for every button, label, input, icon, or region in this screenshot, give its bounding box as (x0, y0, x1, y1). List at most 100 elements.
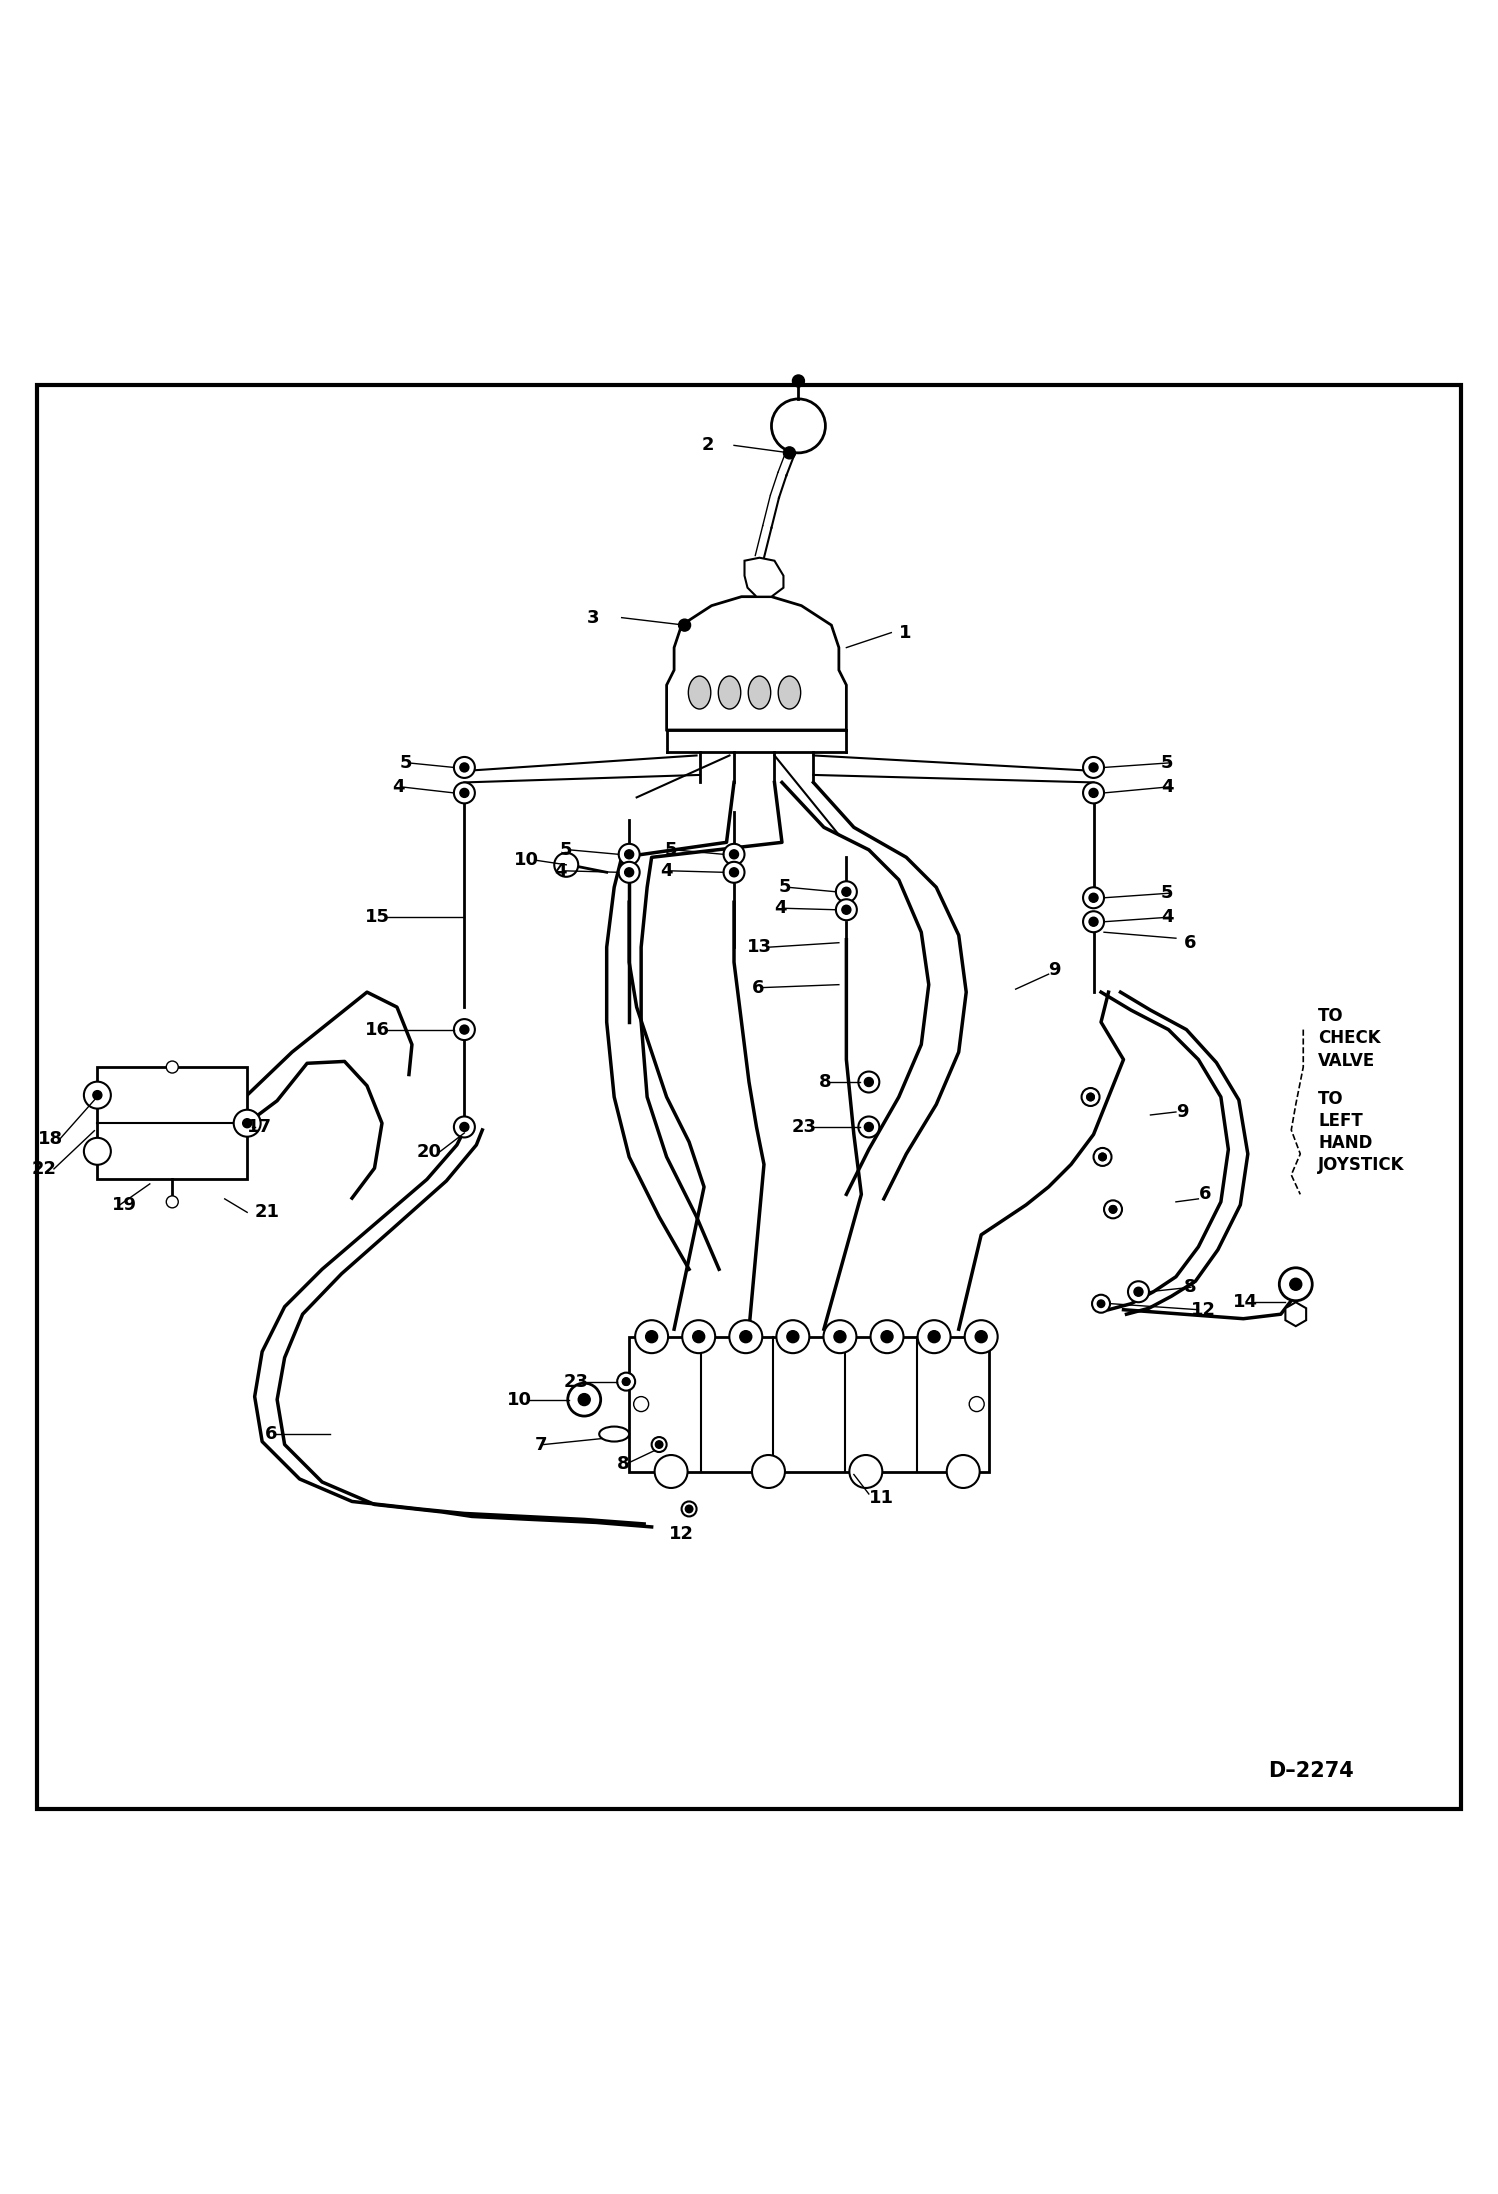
Circle shape (679, 619, 691, 632)
Circle shape (864, 1123, 873, 1132)
Circle shape (834, 1332, 846, 1343)
Circle shape (1134, 1288, 1143, 1297)
Circle shape (461, 764, 467, 770)
Circle shape (731, 851, 737, 858)
Circle shape (730, 869, 739, 878)
Circle shape (460, 1025, 469, 1033)
Circle shape (626, 851, 632, 858)
Circle shape (752, 1455, 785, 1488)
Circle shape (836, 882, 857, 902)
Text: 2: 2 (703, 437, 715, 454)
Text: 4: 4 (661, 862, 673, 880)
Text: 8: 8 (1183, 1279, 1195, 1297)
Text: 12: 12 (670, 1525, 694, 1542)
Circle shape (626, 869, 632, 875)
Text: 9: 9 (1049, 961, 1061, 979)
Text: 18: 18 (37, 1130, 63, 1147)
Text: 5: 5 (779, 878, 791, 897)
Text: 5: 5 (1161, 755, 1173, 772)
Text: 19: 19 (112, 1196, 138, 1213)
Circle shape (1089, 764, 1098, 772)
Text: TO
CHECK
VALVE: TO CHECK VALVE (1318, 1007, 1381, 1068)
Circle shape (724, 862, 745, 882)
Circle shape (93, 1090, 102, 1099)
Circle shape (858, 1071, 879, 1093)
Circle shape (866, 1123, 872, 1130)
Circle shape (1082, 1088, 1100, 1106)
Circle shape (1094, 1147, 1112, 1165)
Circle shape (1089, 917, 1098, 926)
Circle shape (578, 1393, 590, 1406)
Text: 4: 4 (392, 779, 404, 796)
Text: 20: 20 (416, 1143, 442, 1161)
Circle shape (776, 1321, 809, 1354)
Circle shape (682, 1501, 697, 1516)
Circle shape (1088, 1093, 1094, 1101)
Circle shape (1091, 764, 1097, 770)
Circle shape (625, 869, 634, 878)
Circle shape (842, 906, 851, 915)
Text: 6: 6 (1198, 1185, 1210, 1202)
Circle shape (166, 1196, 178, 1209)
Circle shape (1100, 1154, 1106, 1161)
Text: 4: 4 (1161, 908, 1173, 926)
Text: D–2274: D–2274 (1267, 1762, 1354, 1782)
Circle shape (1104, 1200, 1122, 1218)
Circle shape (617, 1373, 635, 1391)
Polygon shape (667, 597, 846, 731)
Circle shape (461, 1027, 467, 1033)
Circle shape (1290, 1279, 1302, 1290)
Circle shape (622, 1378, 629, 1384)
Circle shape (842, 886, 851, 897)
Circle shape (870, 1321, 903, 1354)
Circle shape (619, 845, 640, 864)
Circle shape (918, 1321, 951, 1354)
Polygon shape (745, 557, 783, 597)
Circle shape (243, 1119, 252, 1128)
Circle shape (866, 1077, 872, 1086)
Text: 17: 17 (247, 1119, 273, 1136)
Text: 23: 23 (791, 1119, 816, 1136)
Circle shape (646, 1332, 658, 1343)
Circle shape (454, 1117, 475, 1136)
Circle shape (622, 1378, 629, 1384)
Circle shape (1128, 1281, 1149, 1303)
Text: 9: 9 (1176, 1104, 1188, 1121)
Ellipse shape (779, 676, 800, 709)
Circle shape (461, 1123, 467, 1130)
Text: 8: 8 (819, 1073, 831, 1090)
Circle shape (881, 1332, 893, 1343)
Circle shape (1100, 1154, 1106, 1161)
Circle shape (1279, 1268, 1312, 1301)
Text: 10: 10 (506, 1391, 532, 1409)
Circle shape (1089, 893, 1098, 902)
Circle shape (1109, 1207, 1116, 1213)
Polygon shape (1285, 1303, 1306, 1325)
Text: 1: 1 (899, 623, 911, 641)
Text: 5: 5 (400, 755, 412, 772)
Circle shape (965, 1321, 998, 1354)
Circle shape (656, 1441, 662, 1448)
Circle shape (84, 1139, 111, 1165)
Text: 5: 5 (560, 840, 572, 858)
Text: 5: 5 (1161, 884, 1173, 902)
Circle shape (824, 1321, 857, 1354)
Circle shape (460, 788, 469, 796)
Circle shape (1083, 911, 1104, 932)
Circle shape (1088, 1093, 1094, 1101)
Text: 4: 4 (554, 862, 566, 880)
Bar (629, 1336, 989, 1472)
Circle shape (1135, 1288, 1141, 1294)
Bar (97, 1066, 247, 1180)
Circle shape (849, 1455, 882, 1488)
Circle shape (625, 849, 634, 858)
Circle shape (792, 375, 804, 386)
Text: 4: 4 (774, 900, 786, 917)
Circle shape (1089, 788, 1098, 796)
Circle shape (460, 1123, 469, 1132)
Text: 8: 8 (617, 1455, 629, 1472)
Circle shape (686, 1505, 692, 1512)
Text: 6: 6 (752, 979, 764, 996)
Circle shape (1083, 886, 1104, 908)
Circle shape (461, 790, 467, 796)
